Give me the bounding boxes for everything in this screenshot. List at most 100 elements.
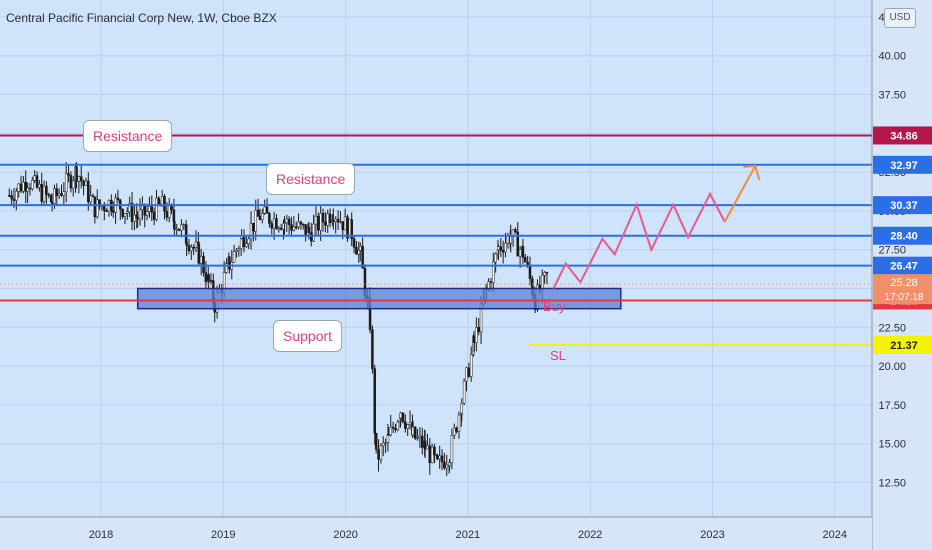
candle-body — [35, 175, 39, 188]
candle-body — [55, 188, 59, 196]
candle-body — [24, 181, 27, 192]
candle-body — [249, 222, 253, 240]
candle-body — [341, 221, 345, 231]
candle-body — [368, 309, 372, 330]
candle-body — [430, 446, 434, 463]
candle-body — [121, 208, 124, 217]
candle-body — [357, 250, 361, 255]
candle-body — [528, 264, 532, 279]
candle-body — [408, 422, 412, 425]
candle-body — [26, 187, 29, 192]
candle-body — [455, 427, 458, 432]
time-tick-label: 2022 — [578, 529, 602, 541]
candle-body — [489, 281, 493, 283]
price-tick-label: 20.00 — [878, 361, 906, 373]
candle-body — [256, 209, 260, 217]
candle-body — [19, 183, 23, 192]
candle-body — [396, 421, 400, 430]
candle-body — [526, 261, 529, 266]
candle-body — [165, 211, 169, 218]
candle-body — [384, 442, 387, 444]
candle-body — [467, 367, 471, 377]
candle-body — [177, 228, 181, 231]
candle-body — [265, 206, 269, 214]
candle-body — [197, 243, 201, 264]
candle-body — [421, 435, 424, 448]
candle-body — [202, 255, 205, 273]
candle-body — [237, 248, 241, 251]
candle-body — [105, 210, 108, 212]
candle-body — [228, 256, 231, 270]
candle-body — [457, 414, 461, 432]
price-tick-label: 40.00 — [878, 51, 906, 63]
candle-body — [150, 206, 154, 213]
candle-body — [504, 242, 507, 253]
candle-body — [469, 354, 473, 377]
candle-body — [283, 222, 286, 224]
candle-body — [252, 222, 255, 232]
resistance-callout-1: Resistance — [83, 120, 173, 152]
price-tick-label: 27.50 — [878, 245, 906, 257]
price-level-tag-label: 30.37 — [890, 200, 918, 212]
candle-body — [123, 213, 127, 217]
candle-body — [406, 424, 409, 429]
candle-body — [42, 185, 46, 202]
candle-body — [334, 218, 337, 222]
candle-body — [516, 231, 520, 257]
candle-body — [285, 218, 289, 223]
candle-body — [111, 210, 115, 213]
candle-body — [299, 221, 303, 225]
candle-body — [324, 221, 327, 226]
candle-body — [433, 446, 436, 456]
candle-body — [371, 329, 374, 369]
candle-body — [506, 235, 510, 244]
candle-body — [302, 223, 305, 226]
candle-body — [272, 218, 276, 229]
arrow-head — [743, 164, 761, 181]
price-level-tag — [873, 226, 932, 245]
candle-body — [136, 217, 139, 220]
candle-body — [445, 464, 448, 469]
candle-body — [399, 412, 402, 419]
candle-body — [50, 201, 54, 204]
candle-body — [465, 367, 468, 382]
price-level-tag — [873, 155, 932, 174]
candle-body — [232, 251, 236, 263]
candle-body — [103, 205, 106, 211]
candle-body — [361, 245, 364, 269]
candle-body — [524, 257, 527, 263]
price-level-tag — [873, 335, 932, 354]
candle-body — [190, 246, 193, 252]
candle-body — [314, 215, 318, 225]
candle-body — [373, 368, 377, 434]
candle-body — [84, 180, 88, 186]
candle-body — [328, 213, 332, 223]
price-level-tag-label: 21.37 — [890, 340, 918, 352]
candle-body — [10, 195, 13, 200]
candle-body — [152, 211, 156, 220]
time-tick-label: 2020 — [333, 529, 357, 541]
candle-body — [387, 434, 390, 436]
candle-body — [326, 213, 329, 226]
candle-body — [22, 181, 25, 192]
candle-body — [157, 197, 161, 205]
candle-body — [389, 426, 393, 436]
time-tick-label: 2024 — [823, 529, 847, 541]
price-level-tag — [873, 126, 932, 145]
candle-body — [521, 246, 525, 258]
candle-body — [71, 180, 75, 189]
price-tick-label: 17.50 — [878, 400, 906, 412]
candle-body — [310, 232, 313, 242]
candle-body — [411, 426, 415, 436]
candle-body — [40, 184, 43, 202]
currency-button[interactable]: USD — [884, 8, 916, 28]
candle-body — [79, 176, 83, 182]
candle-body — [17, 183, 20, 192]
candle-body — [352, 238, 356, 248]
candle-body — [509, 236, 512, 244]
candle-body — [145, 211, 149, 216]
buy-label: Buy — [543, 299, 566, 314]
candle-body — [33, 175, 36, 181]
